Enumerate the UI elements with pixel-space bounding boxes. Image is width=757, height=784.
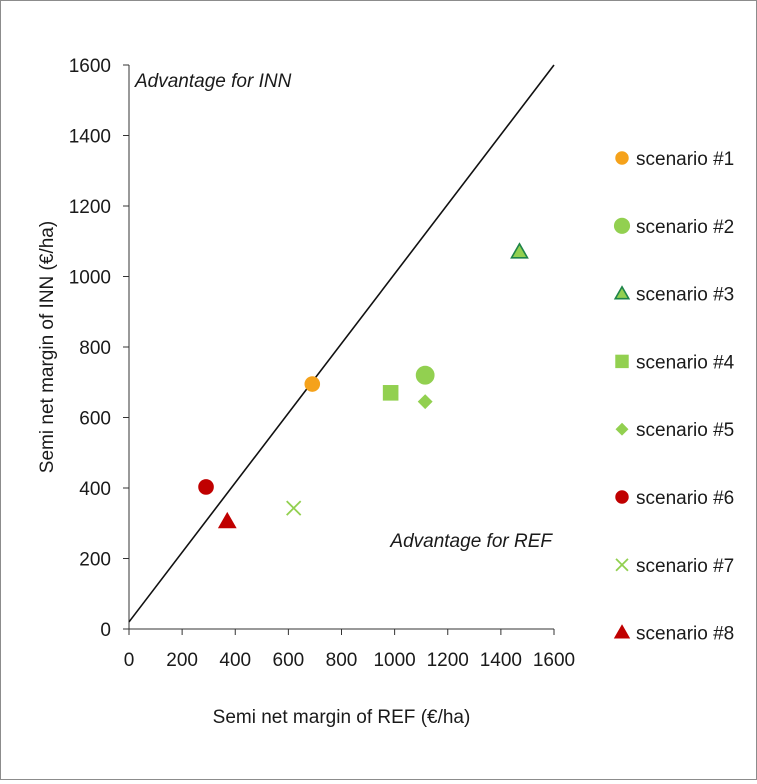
- y-tick-label: 600: [79, 409, 111, 430]
- x-tick-label: 200: [166, 650, 198, 671]
- legend-label: scenario #2: [636, 217, 734, 238]
- y-axis-ticks: 0 200 400 600 800 1000 1200 1400 1600: [69, 56, 129, 641]
- legend-label: scenario #4: [636, 352, 735, 373]
- legend-item: scenario #3: [613, 285, 734, 306]
- legend-marker-scenario-1: [615, 151, 629, 165]
- x-tick-label: 1600: [533, 650, 575, 671]
- x-tick-label: 1000: [373, 650, 415, 671]
- data-point-scenario-2: [415, 365, 435, 385]
- data-point-scenario-4: [382, 385, 399, 401]
- legend: scenario #1 scenario #2 scenario #3 scenari…: [613, 149, 735, 645]
- legend-label: scenario #1: [636, 149, 734, 170]
- x-axis-ticks: 0 200 400 600 800 1000 1200 1400 1600: [124, 629, 575, 671]
- y-tick-label: 1400: [69, 127, 111, 148]
- legend-label: scenario #3: [636, 285, 734, 306]
- legend-item: scenario #4: [615, 352, 735, 373]
- y-tick-label: 1000: [69, 268, 111, 289]
- legend-label: scenario #6: [636, 488, 734, 509]
- legend-label: scenario #7: [636, 556, 734, 577]
- plot-area: 0 200 400 600 800 1000 1200 1400 1600 0 200 400 600…: [69, 56, 575, 671]
- x-tick-label: 0: [124, 650, 135, 671]
- x-tick-label: 1200: [427, 650, 469, 671]
- x-tick-label: 400: [219, 650, 251, 671]
- y-tick-label: 1200: [69, 197, 111, 218]
- legend-item: scenario #7: [615, 556, 734, 577]
- legend-item: scenario #5: [615, 420, 734, 441]
- data-point-scenario-3: [510, 242, 529, 259]
- data-points: [198, 242, 529, 529]
- legend-item: scenario #2: [613, 217, 734, 238]
- legend-marker-scenario-6: [615, 490, 629, 504]
- legend-marker-scenario-2: [613, 217, 631, 234]
- legend-marker-scenario-5: [615, 422, 629, 436]
- y-tick-label: 200: [79, 550, 111, 571]
- x-tick-label: 600: [273, 650, 305, 671]
- legend-label: scenario #8: [636, 624, 734, 645]
- legend-marker-scenario-8: [613, 624, 631, 639]
- data-point-scenario-5: [417, 394, 433, 410]
- data-point-scenario-6: [198, 479, 214, 495]
- y-tick-label: 0: [100, 620, 111, 641]
- x-axis-title: Semi net margin of REF (€/ha): [213, 707, 471, 728]
- legend-item: scenario #1: [615, 149, 734, 170]
- legend-label: scenario #5: [636, 420, 734, 441]
- legend-marker-scenario-3: [613, 285, 631, 300]
- y-tick-label: 400: [79, 479, 111, 500]
- legend-marker-scenario-4: [615, 354, 629, 369]
- x-tick-label: 800: [326, 650, 358, 671]
- annotation-advantage-inn: Advantage for INN: [134, 71, 292, 92]
- data-point-scenario-7: [286, 500, 302, 516]
- data-point-scenario-1: [304, 376, 321, 392]
- data-point-scenario-8: [217, 511, 237, 529]
- legend-marker-scenario-7: [615, 558, 629, 572]
- annotation-advantage-ref: Advantage for REF: [389, 531, 553, 552]
- y-tick-label: 1600: [69, 56, 111, 77]
- y-tick-label: 800: [79, 338, 111, 359]
- legend-item: scenario #8: [613, 624, 734, 645]
- y-axis-title: Semi net margin of INN (€/ha): [37, 221, 58, 473]
- x-tick-label: 1400: [480, 650, 522, 671]
- legend-item: scenario #6: [615, 488, 734, 509]
- reference-line: [128, 64, 555, 623]
